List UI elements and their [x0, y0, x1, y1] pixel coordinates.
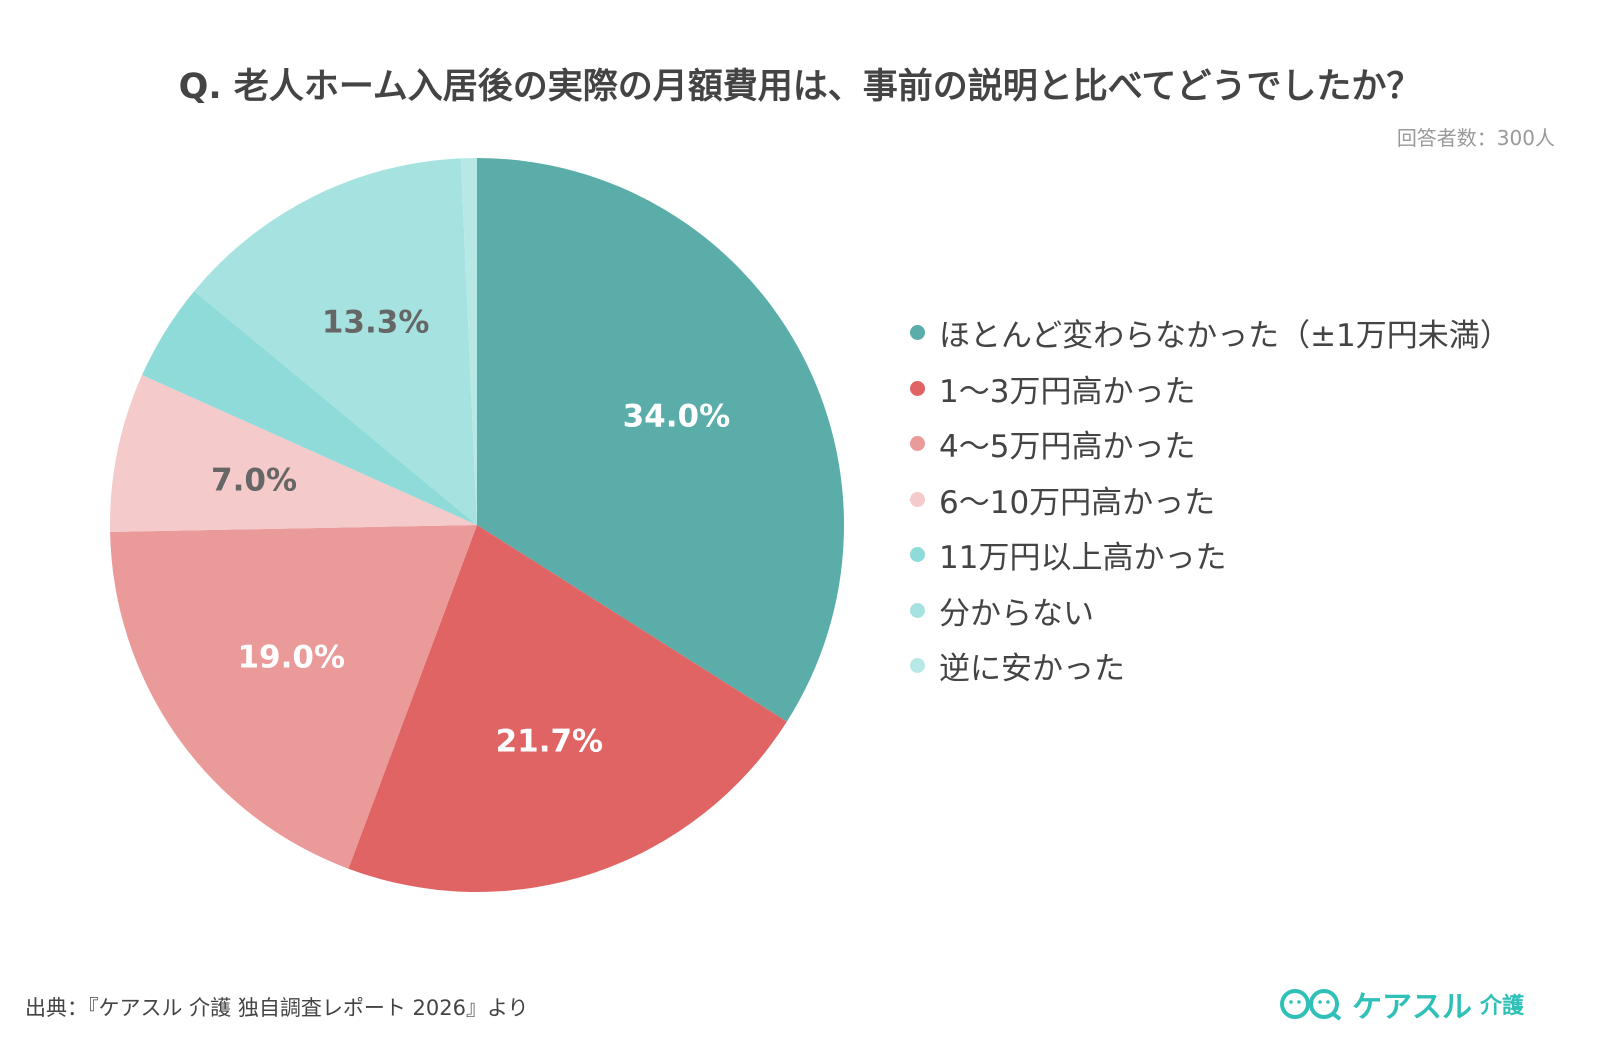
legend-dot-icon [910, 491, 925, 507]
legend-dot-icon [910, 602, 925, 618]
legend-item: 11万円以上高かった [910, 527, 1511, 583]
legend-item: 4〜5万円高かった [910, 416, 1511, 472]
logo-subtext: 介護 [1480, 994, 1525, 1019]
legend-dot-icon [910, 380, 925, 396]
legend-dot-icon [910, 547, 925, 563]
pie-slice [109, 375, 477, 532]
source-note: 出典：『ケアスル 介護 独自調査レポート 2026』より [25, 996, 529, 1020]
legend-item: 逆に安かった [910, 638, 1511, 694]
legend-label: 逆に安かった [939, 651, 1125, 688]
legend-dot-icon [910, 325, 925, 341]
pie-slice [142, 291, 478, 525]
slice-data-label: 21.7% [496, 724, 604, 760]
legend-label: 6〜10万円高かった [939, 484, 1216, 521]
legend-label: ほとんど変わらなかった（±1万円未満） [939, 318, 1511, 355]
legend: ほとんど変わらなかった（±1万円未満） 1〜3万円高かった 4〜5万円高かった 6〜1… [910, 305, 1511, 694]
legend-dot-icon [910, 436, 925, 452]
slice-data-label: 13.3% [322, 304, 430, 340]
legend-label: 11万円以上高かった [939, 540, 1227, 577]
legend-dot-icon [910, 658, 925, 674]
logo-text: ケアスル [1352, 990, 1472, 1025]
pie-slice [348, 525, 787, 892]
pie-slice [110, 525, 478, 869]
pie-chart: 34.0% 21.7% 19.0% 7.0% 13.3% [109, 158, 844, 892]
chart-title: Q. 老人ホーム入居後の実際の月額費用は、事前の説明と比べてどうでしたか？ [178, 67, 1422, 107]
pie-slice [460, 158, 477, 525]
logo-faces-icon [1280, 989, 1342, 1021]
pie-slice [194, 158, 478, 525]
legend-label: 4〜5万円高かった [939, 429, 1196, 466]
legend-item: ほとんど変わらなかった（±1万円未満） [910, 305, 1511, 361]
legend-item: 6〜10万円高かった [910, 472, 1511, 528]
slice-data-label: 34.0% [623, 398, 731, 434]
brand-logo: ケアスル 介護 [1280, 982, 1524, 1026]
slice-data-label: 19.0% [237, 639, 345, 675]
legend-item: 分からない [910, 583, 1511, 639]
slice-data-label: 7.0% [211, 463, 297, 499]
legend-label: 1〜3万円高かった [939, 373, 1196, 410]
pie-slice [477, 158, 844, 722]
legend-label: 分からない [939, 595, 1094, 632]
respondent-count: 回答者数：300人 [1396, 126, 1555, 150]
legend-item: 1〜3万円高かった [910, 361, 1511, 417]
